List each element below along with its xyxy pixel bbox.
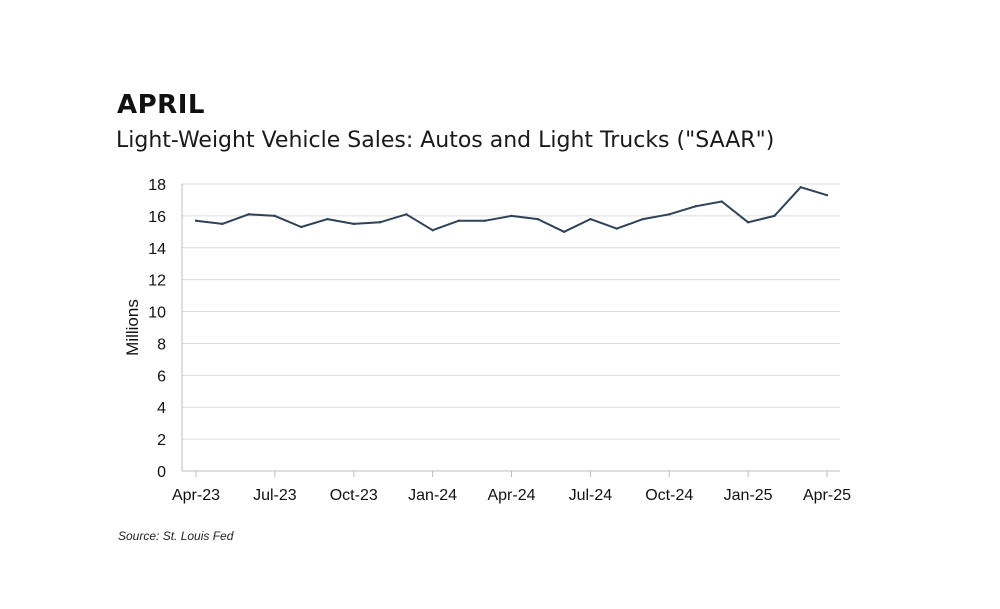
x-tick-label: Apr-25 — [803, 487, 851, 504]
data-point — [562, 230, 566, 234]
chart-heading: APRIL — [117, 90, 205, 120]
x-tick-label: Jul-24 — [569, 487, 613, 504]
data-point — [299, 225, 303, 229]
series-line-0 — [195, 186, 828, 233]
x-tick-label: Oct-23 — [330, 487, 378, 504]
y-tick-label: 14 — [148, 241, 166, 258]
y-tick-label: 10 — [148, 305, 166, 322]
data-point — [773, 214, 776, 218]
data-point — [825, 193, 829, 197]
y-tick-label: 2 — [157, 432, 166, 449]
y-tick-label: 4 — [157, 400, 166, 417]
x-tick-label: Jul-23 — [253, 487, 297, 504]
data-point — [641, 217, 645, 221]
data-point — [326, 217, 329, 221]
data-point — [536, 217, 539, 221]
x-tick-label: Jan-24 — [408, 487, 457, 504]
grid-lines — [182, 183, 840, 440]
x-tick-labels: Apr-23 Jul-23 Oct-23 Jan-24 Apr-24 Jul-24 Oct-… — [172, 471, 851, 504]
axes — [181, 184, 840, 472]
data-point — [615, 227, 618, 230]
y-tick-label: 16 — [148, 209, 166, 226]
y-tick-label: 0 — [157, 464, 166, 481]
data-point — [720, 200, 724, 203]
data-point — [431, 229, 434, 232]
data-point — [746, 221, 750, 224]
y-axis-label: Millions — [123, 299, 142, 356]
data-point — [510, 214, 513, 218]
data-point — [194, 219, 198, 222]
data-point — [247, 213, 250, 216]
data-point — [484, 219, 487, 222]
x-tick-label: Oct-24 — [645, 487, 693, 504]
y-tick-label: 6 — [157, 368, 166, 385]
data-point — [221, 222, 224, 226]
y-tick-label: 8 — [157, 336, 166, 353]
data-point — [668, 213, 671, 216]
data-point — [799, 185, 802, 189]
data-point — [457, 219, 461, 222]
series-group — [194, 185, 829, 234]
data-point — [694, 205, 697, 208]
x-tick-label: Jan-25 — [724, 487, 773, 504]
data-point — [352, 222, 355, 226]
y-tick-label: 12 — [148, 273, 166, 290]
x-tick-label: Apr-23 — [172, 487, 220, 504]
data-point — [378, 221, 382, 224]
data-point — [589, 217, 592, 221]
y-tick-labels: 0 2 4 6 8 10 12 14 16 18 — [148, 177, 166, 481]
chart-title: Light-Weight Vehicle Sales: Autos and Li… — [116, 128, 775, 153]
y-tick-label: 18 — [148, 177, 166, 194]
x-tick-label: Apr-24 — [487, 487, 535, 504]
data-point — [273, 214, 277, 218]
source-note: Source: St. Louis Fed — [118, 529, 234, 543]
data-point — [405, 213, 408, 216]
